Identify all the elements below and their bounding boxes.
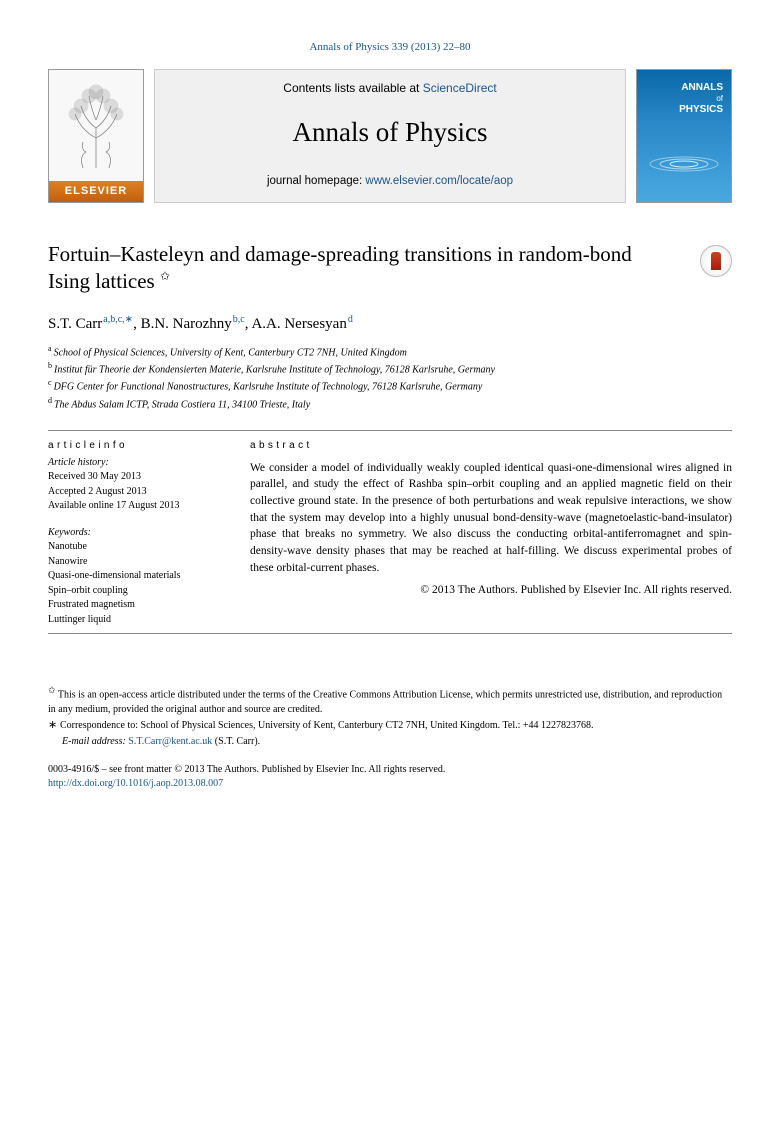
correspondence-text: Correspondence to: School of Physical Sc… — [60, 720, 594, 731]
affiliation-text: Institut für Theorie der Kondensierten M… — [54, 364, 495, 375]
keyword-item: Luttinger liquid — [48, 613, 222, 628]
homepage-line: journal homepage: www.elsevier.com/locat… — [267, 174, 513, 190]
affiliation-label: b — [48, 361, 52, 370]
cover-title-2: of — [716, 94, 723, 103]
abstract-body: We consider a model of individually weak… — [250, 460, 732, 577]
journal-title: Annals of Physics — [293, 114, 488, 150]
history-line: Received 30 May 2013 — [48, 470, 222, 485]
affiliation-label: d — [48, 396, 52, 405]
oa-footnote: ✩ This is an open-access article distrib… — [48, 684, 732, 717]
issn-line: 0003-4916/$ – see front matter © 2013 Th… — [48, 763, 732, 777]
affiliation-row: dThe Abdus Salam ICTP, Strada Costiera 1… — [48, 395, 732, 412]
footnotes: ✩ This is an open-access article distrib… — [48, 684, 732, 749]
author-affiliation-link[interactable]: a,b,c,∗ — [103, 314, 133, 325]
keyword-item: Quasi-one-dimensional materials — [48, 569, 222, 584]
divider-top — [48, 430, 732, 431]
affiliation-text: DFG Center for Functional Nanostructures… — [54, 382, 483, 393]
keyword-item: Frustrated magnetism — [48, 598, 222, 613]
article-title: Fortuin–Kasteleyn and damage-spreading t… — [48, 241, 732, 296]
cover-title-3: PHYSICS — [679, 104, 723, 115]
affiliation-row: bInstitut für Theorie der Kondensierten … — [48, 360, 732, 377]
history-line: Article history: — [48, 456, 222, 471]
abstract-heading: a b s t r a c t — [250, 439, 732, 454]
oa-footnote-text: This is an open-access article distribut… — [48, 689, 722, 715]
email-link[interactable]: S.T.Carr@kent.ac.uk — [128, 736, 212, 747]
oa-marker-icon: ✩ — [48, 685, 56, 695]
cover-title: ANNALS of PHYSICS — [679, 82, 723, 115]
affiliation-row: cDFG Center for Functional Nanostructure… — [48, 377, 732, 394]
abstract-license: © 2013 The Authors. Published by Elsevie… — [250, 582, 732, 599]
journal-info-panel: Contents lists available at ScienceDirec… — [154, 69, 626, 203]
crossmark-button[interactable] — [700, 245, 732, 277]
doi-link[interactable]: http://dx.doi.org/10.1016/j.aop.2013.08.… — [48, 778, 223, 789]
affiliation-label: c — [48, 378, 52, 387]
divider-bottom — [48, 633, 732, 634]
sciencedirect-link[interactable]: ScienceDirect — [423, 81, 497, 95]
email-label: E-mail address: — [62, 736, 128, 747]
history-line: Accepted 2 August 2013 — [48, 485, 222, 500]
elsevier-tree-icon — [49, 70, 143, 181]
author-name: S.T. Carr — [48, 316, 102, 332]
crossmark-ribbon-icon — [711, 252, 721, 270]
keyword-item: Nanowire — [48, 555, 222, 570]
homepage-prefix: journal homepage: — [267, 175, 365, 187]
authors: S.T. Carra,b,c,∗, B.N. Narozhnyb,c, A.A.… — [48, 313, 732, 334]
info-abstract-row: a r t i c l e i n f o Article history:Re… — [48, 439, 732, 627]
asterisk-icon: ∗ — [48, 719, 60, 731]
copyright-block: 0003-4916/$ – see front matter © 2013 Th… — [48, 763, 732, 791]
article-title-text: Fortuin–Kasteleyn and damage-spreading t… — [48, 242, 632, 293]
citation-line: Annals of Physics 339 (2013) 22–80 — [48, 40, 732, 55]
contents-line: Contents lists available at ScienceDirec… — [283, 80, 496, 96]
author-affiliation-link[interactable]: d — [348, 314, 353, 325]
affiliation-label: a — [48, 344, 52, 353]
email-footnote: E-mail address: S.T.Carr@kent.ac.uk (S.T… — [48, 734, 732, 749]
citation-link[interactable]: Annals of Physics 339 (2013) 22–80 — [309, 41, 470, 53]
abstract-column: a b s t r a c t We consider a model of i… — [250, 439, 732, 627]
article-history: Article history:Received 30 May 2013Acce… — [48, 456, 222, 514]
journal-header: ELSEVIER Contents lists available at Sci… — [48, 69, 732, 203]
journal-cover[interactable]: ANNALS of PHYSICS — [636, 69, 732, 203]
page: Annals of Physics 339 (2013) 22–80 — [0, 0, 780, 821]
affiliations: aSchool of Physical Sciences, University… — [48, 343, 732, 412]
affiliation-text: The Abdus Salam ICTP, Strada Costiera 11… — [54, 399, 310, 410]
author-name: B.N. Narozhny — [141, 316, 232, 332]
cover-title-1: ANNALS — [681, 82, 723, 93]
article-info-column: a r t i c l e i n f o Article history:Re… — [48, 439, 222, 627]
keywords-heading: Keywords: — [48, 526, 222, 541]
homepage-link[interactable]: www.elsevier.com/locate/aop — [365, 175, 513, 187]
cover-waves-icon — [644, 144, 724, 184]
elsevier-logo[interactable]: ELSEVIER — [48, 69, 144, 203]
affiliation-row: aSchool of Physical Sciences, University… — [48, 343, 732, 360]
keyword-item: Spin–orbit coupling — [48, 584, 222, 599]
affiliation-text: School of Physical Sciences, University … — [54, 347, 407, 358]
oa-marker-icon: ✩ — [160, 269, 170, 283]
author-affiliation-link[interactable]: b,c — [233, 314, 245, 325]
email-suffix: (S.T. Carr). — [215, 736, 260, 747]
elsevier-label: ELSEVIER — [49, 181, 143, 202]
article-info-heading: a r t i c l e i n f o — [48, 439, 222, 454]
keyword-item: Nanotube — [48, 540, 222, 555]
author-name: A.A. Nersesyan — [251, 316, 346, 332]
history-line: Available online 17 August 2013 — [48, 499, 222, 514]
correspondence-footnote: ∗ Correspondence to: School of Physical … — [48, 717, 732, 734]
keywords-list: NanotubeNanowireQuasi-one-dimensional ma… — [48, 540, 222, 627]
contents-prefix: Contents lists available at — [283, 81, 422, 95]
